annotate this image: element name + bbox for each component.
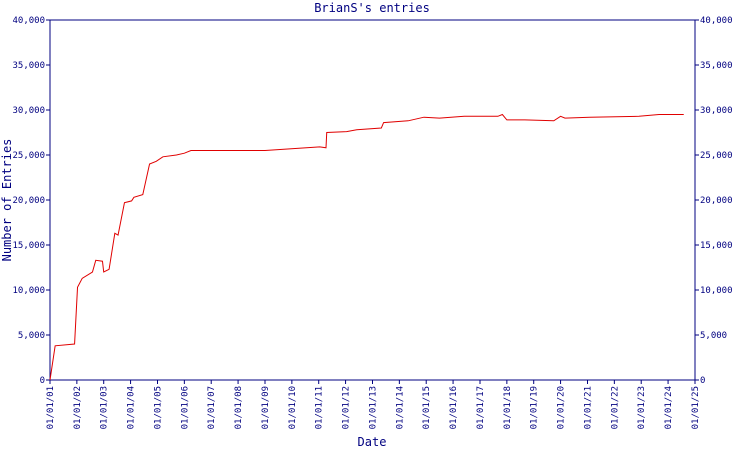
x-axis-label: Date	[358, 435, 387, 449]
x-tick-label: 01/01/06	[180, 386, 190, 429]
x-tick-label: 01/01/10	[288, 386, 298, 429]
x-tick-label: 01/01/17	[476, 386, 486, 429]
y2-tick-label: 25,000	[700, 151, 733, 161]
x-tick-label: 01/01/18	[503, 386, 513, 429]
x-tick-label: 01/01/05	[154, 386, 164, 429]
x-tick-label: 01/01/19	[530, 386, 540, 429]
x-tick-label: 01/01/03	[100, 386, 110, 429]
y2-tick-label: 10,000	[700, 286, 733, 296]
x-tick-label: 01/01/23	[637, 386, 647, 429]
x-tick-label: 01/01/25	[691, 386, 701, 429]
x-tick-label: 01/01/08	[234, 386, 244, 429]
y-tick-label: 15,000	[12, 241, 45, 251]
x-tick-label: 01/01/16	[449, 386, 459, 429]
x-tick-label: 01/01/20	[557, 386, 567, 429]
y2-tick-label: 40,000	[700, 16, 733, 26]
x-tick-label: 01/01/01	[46, 386, 56, 429]
y-tick-label: 5,000	[18, 331, 45, 341]
y2-tick-label: 5,000	[700, 331, 727, 341]
plot-frame	[49, 19, 696, 381]
x-tick-label: 01/01/02	[73, 386, 83, 429]
y-tick-label: 30,000	[12, 106, 45, 116]
y2-tick-label: 35,000	[700, 61, 733, 71]
x-tick-label: 01/01/15	[422, 386, 432, 429]
x-tick-label: 01/01/12	[342, 386, 352, 429]
x-tick-label: 01/01/07	[207, 386, 217, 429]
data-line	[49, 113, 684, 381]
y-tick-label: 35,000	[12, 61, 45, 71]
y2-tick-label: 15,000	[700, 241, 733, 251]
x-tick-label: 01/01/24	[664, 386, 674, 429]
x-tick-label: 01/01/09	[261, 386, 271, 429]
x-tick-label: 01/01/11	[315, 386, 325, 429]
y-tick-label: 10,000	[12, 286, 45, 296]
y-tick-label: 40,000	[12, 16, 45, 26]
y-tick-label: 20,000	[12, 196, 45, 206]
x-tick-label: 01/01/22	[610, 386, 620, 429]
x-tick-label: 01/01/21	[584, 386, 594, 429]
x-tick-label: 01/01/14	[395, 386, 405, 429]
y-tick-label: 0	[40, 376, 45, 386]
y-axis-label: Number of Entries	[0, 139, 14, 262]
y2-tick-label: 30,000	[700, 106, 733, 116]
y2-tick-label: 0	[700, 376, 705, 386]
y-tick-label: 25,000	[12, 151, 45, 161]
x-tick-label: 01/01/04	[127, 386, 137, 429]
chart-title: BrianS's entries	[314, 1, 430, 15]
x-tick-label: 01/01/13	[369, 386, 379, 429]
y2-tick-label: 20,000	[700, 196, 733, 206]
